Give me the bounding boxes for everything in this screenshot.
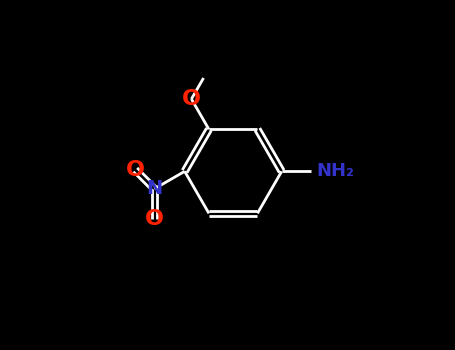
Text: O: O [145, 209, 164, 229]
Text: NH₂: NH₂ [317, 162, 354, 180]
Text: O: O [182, 89, 201, 109]
Text: N: N [146, 180, 162, 198]
Text: O: O [126, 160, 145, 180]
